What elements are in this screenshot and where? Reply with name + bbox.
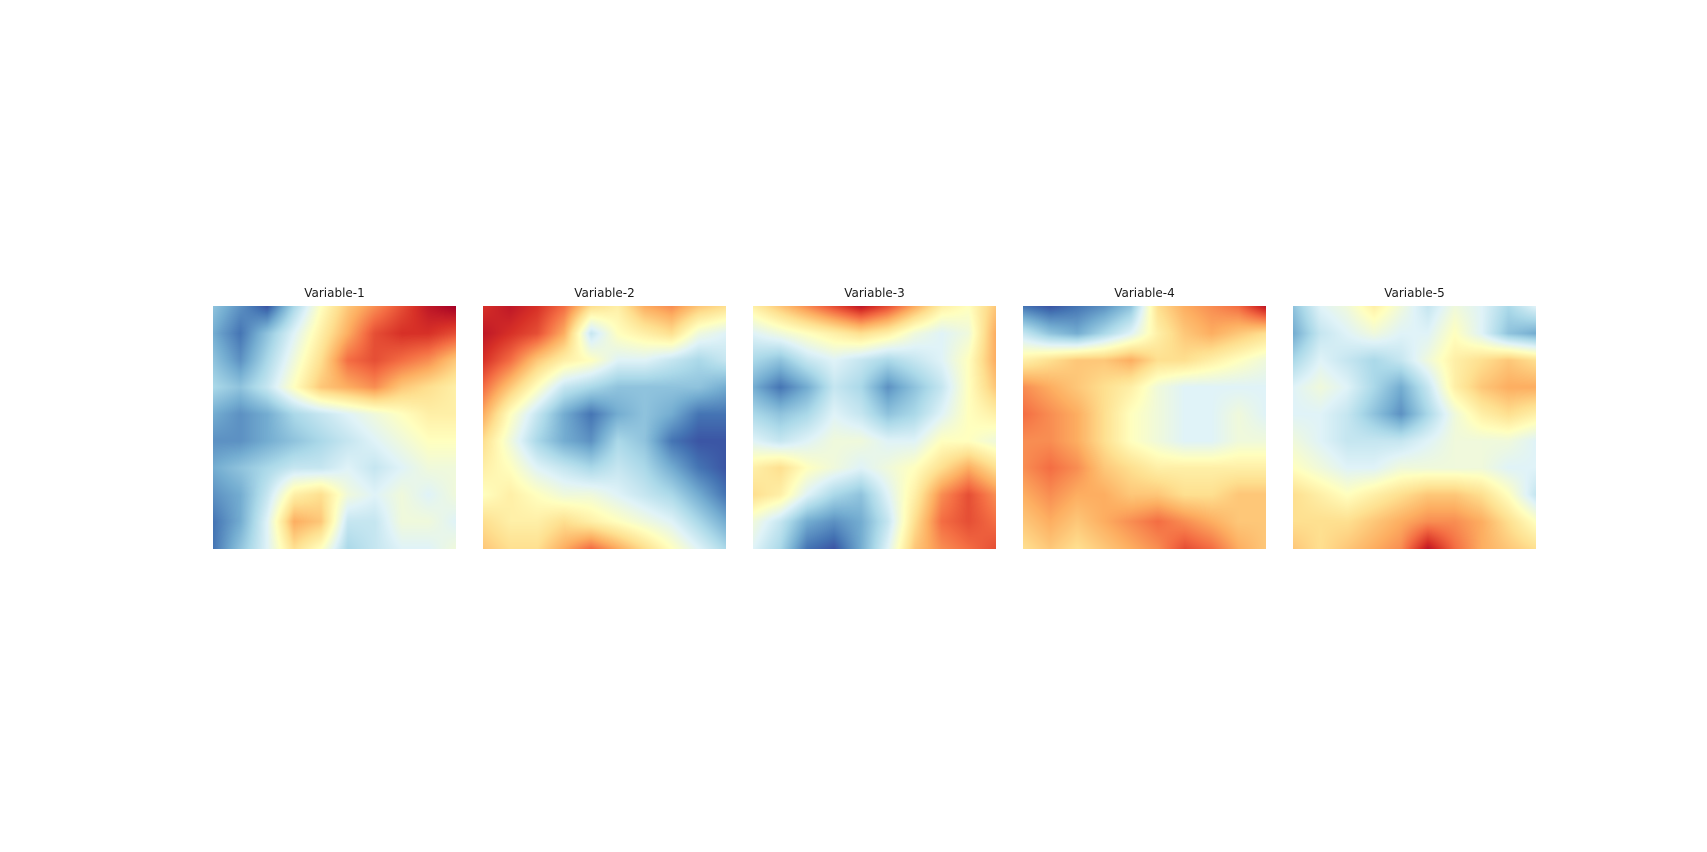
panel-title-3: Variable-3 xyxy=(844,286,905,300)
heatmap-image-2 xyxy=(483,306,726,549)
heatmap-image-5 xyxy=(1293,306,1536,549)
panel-title-2: Variable-2 xyxy=(574,286,635,300)
panel-title-1: Variable-1 xyxy=(304,286,365,300)
panel-title-4: Variable-4 xyxy=(1114,286,1175,300)
heatmap-image-4 xyxy=(1023,306,1266,549)
heatmap-image-3 xyxy=(753,306,996,549)
heatmap-image-1 xyxy=(213,306,456,549)
panel-title-5: Variable-5 xyxy=(1384,286,1445,300)
